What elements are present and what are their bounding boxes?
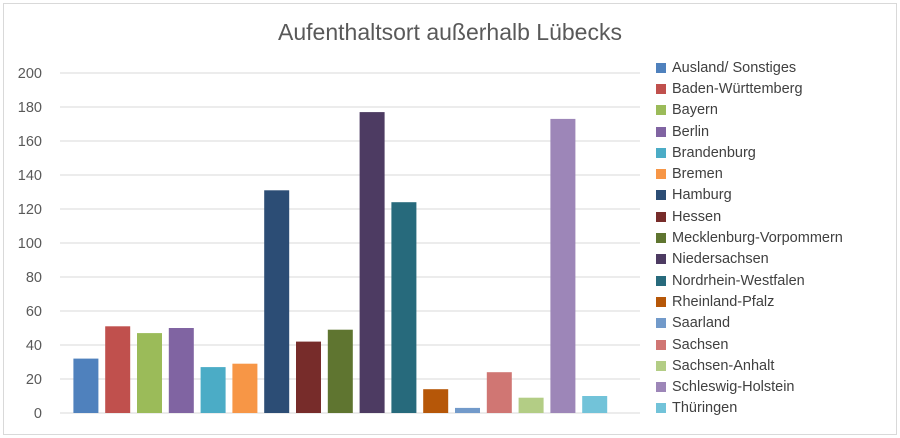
- legend-item: Baden-Württemberg: [656, 78, 843, 99]
- legend-swatch: [656, 233, 666, 244]
- legend-label: Rheinland-Pfalz: [672, 293, 775, 310]
- legend-swatch: [656, 62, 666, 73]
- y-axis: 0 20 40 60 80 100 120 140 160 180 200: [18, 66, 42, 422]
- legend-item: Thüringen: [656, 398, 843, 419]
- y-tick-label: 200: [18, 66, 42, 82]
- legend: Ausland/ Sonstiges Baden-Württemberg Bayer…: [656, 57, 843, 419]
- y-tick-label: 180: [18, 100, 42, 116]
- y-tick-label: 0: [34, 406, 42, 422]
- legend-swatch: [656, 275, 666, 286]
- legend-item: Niedersachsen: [656, 249, 843, 270]
- bars: [73, 112, 608, 414]
- legend-label: Bremen: [672, 166, 723, 183]
- bar: [264, 190, 290, 413]
- bar: [232, 363, 258, 413]
- legend-swatch: [656, 318, 666, 329]
- bar: [327, 329, 353, 413]
- y-tick-label: 140: [18, 168, 42, 184]
- legend-label: Niedersachsen: [672, 251, 769, 268]
- legend-label: Thüringen: [672, 400, 738, 417]
- legend-item: Sachsen-Anhalt: [656, 355, 843, 376]
- legend-item: Ausland/ Sonstiges: [656, 57, 843, 78]
- legend-swatch: [656, 339, 666, 350]
- legend-swatch: [656, 147, 666, 158]
- legend-item: Hessen: [656, 206, 843, 227]
- legend-item: Rheinland-Pfalz: [656, 291, 843, 312]
- bar: [455, 407, 480, 413]
- bar: [582, 396, 608, 413]
- chart-title: Aufenthaltsort außerhalb Lübecks: [278, 19, 622, 45]
- legend-label: Berlin: [672, 123, 710, 140]
- legend-item: Sachsen: [656, 334, 843, 355]
- y-tick-label: 20: [26, 372, 42, 388]
- legend-label: Bayern: [672, 102, 718, 119]
- y-tick-label: 100: [18, 236, 42, 252]
- bar: [359, 112, 385, 413]
- bar: [518, 397, 544, 413]
- legend-swatch: [656, 360, 666, 371]
- legend-label: Sachsen: [672, 336, 729, 353]
- legend-swatch: [656, 126, 666, 137]
- bar: [391, 202, 417, 413]
- y-tick-label: 40: [26, 338, 42, 354]
- legend-label: Sachsen-Anhalt: [672, 357, 775, 374]
- legend-label: Saarland: [672, 315, 731, 332]
- bar: [137, 333, 162, 413]
- legend-swatch: [656, 382, 666, 393]
- bar: [73, 358, 99, 413]
- legend-item: Saarland: [656, 313, 843, 334]
- legend-item: Hamburg: [656, 185, 843, 206]
- legend-swatch: [656, 83, 666, 94]
- legend-swatch: [656, 254, 666, 265]
- legend-label: Nordrhein-Westfalen: [672, 272, 805, 289]
- legend-swatch: [656, 105, 666, 116]
- legend-swatch: [656, 296, 666, 307]
- legend-item: Nordrhein-Westfalen: [656, 270, 843, 291]
- bar: [200, 367, 226, 413]
- legend-swatch: [656, 169, 666, 180]
- legend-item: Bremen: [656, 163, 843, 184]
- legend-item: Brandenburg: [656, 142, 843, 163]
- legend-label: Schleswig-Holstein: [672, 379, 795, 396]
- legend-label: Hessen: [672, 208, 722, 225]
- legend-label: Mecklenburg-Vorpommern: [672, 230, 843, 247]
- gridlines: [60, 72, 640, 414]
- legend-item: Bayern: [656, 100, 843, 121]
- bar: [550, 118, 576, 414]
- legend-item: Mecklenburg-Vorpommern: [656, 227, 843, 248]
- bar: [423, 389, 449, 413]
- legend-swatch: [656, 211, 666, 222]
- y-tick-label: 160: [18, 134, 42, 150]
- legend-item: Berlin: [656, 121, 843, 142]
- bar: [486, 372, 512, 413]
- bar: [168, 328, 194, 413]
- y-tick-label: 60: [26, 304, 42, 320]
- legend-label: Baden-Württemberg: [672, 80, 803, 97]
- bar: [105, 326, 131, 413]
- bar: [296, 341, 321, 413]
- legend-swatch: [656, 190, 666, 201]
- y-tick-label: 120: [18, 202, 42, 218]
- y-tick-label: 80: [26, 270, 42, 286]
- legend-label: Ausland/ Sonstiges: [672, 59, 797, 76]
- legend-label: Brandenburg: [672, 144, 756, 161]
- legend-label: Hamburg: [672, 187, 732, 204]
- legend-item: Schleswig-Holstein: [656, 376, 843, 397]
- legend-swatch: [656, 403, 666, 414]
